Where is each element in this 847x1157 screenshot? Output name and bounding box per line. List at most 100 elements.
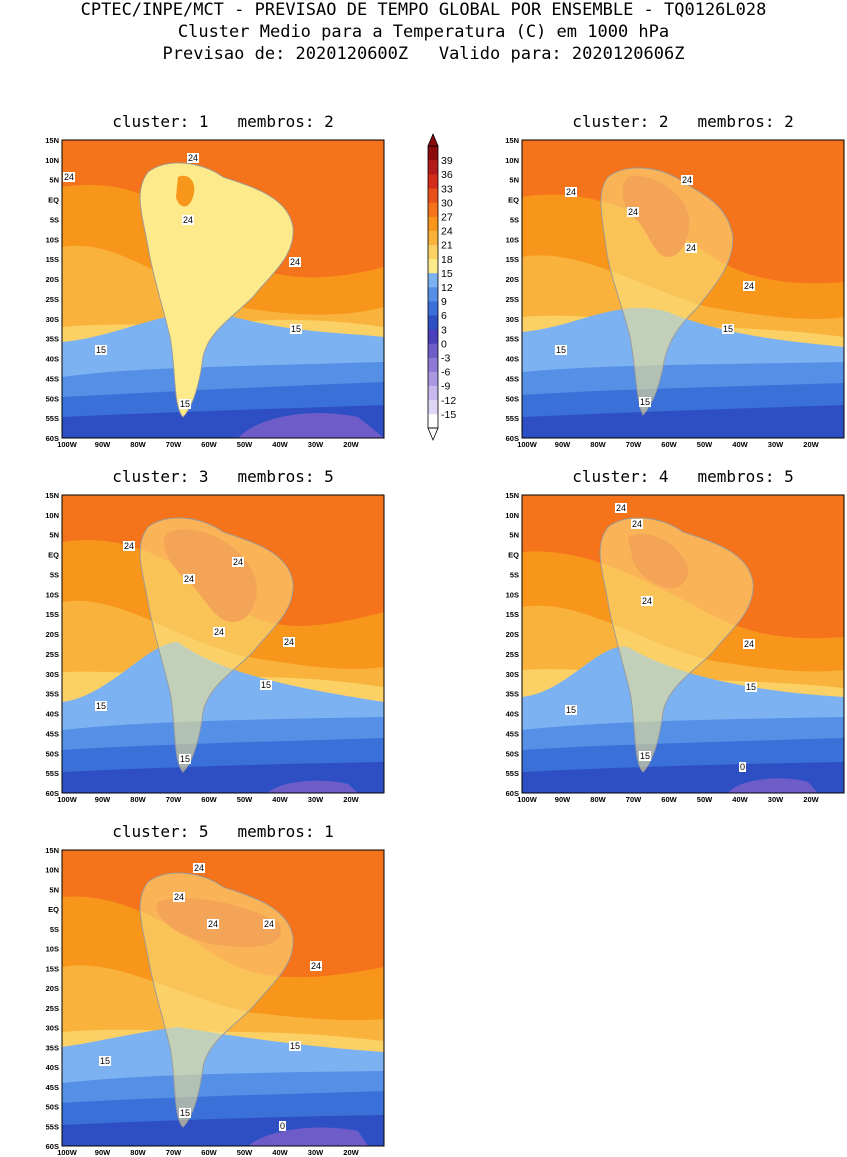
contour-label: 24 <box>124 541 134 551</box>
colorbar-label: 15 <box>441 268 453 280</box>
contour-label: 24 <box>194 863 204 873</box>
lat-tick-label: 15S <box>46 610 59 619</box>
colorbar-swatch <box>428 160 438 175</box>
lat-tick-label: 15S <box>46 964 59 973</box>
lat-tick-label: 25S <box>46 295 59 304</box>
lat-tick-label: 50S <box>46 1103 59 1112</box>
contour-label: 24 <box>264 919 274 929</box>
contour-label: 24 <box>183 215 193 225</box>
lat-tick-label: 10S <box>506 235 519 244</box>
lat-tick-label: 60S <box>46 1142 59 1151</box>
lat-tick-label: 40S <box>506 710 519 719</box>
lon-tick-label: 60W <box>661 440 677 449</box>
colorbar-swatch <box>428 272 438 288</box>
contour-label: 24 <box>188 153 198 163</box>
lat-tick-label: EQ <box>508 196 519 205</box>
colorbar-label: -12 <box>441 395 456 407</box>
lat-tick-label: 40S <box>46 1063 59 1072</box>
colorbar-label: 3 <box>441 324 447 336</box>
lat-tick-label: EQ <box>48 196 59 205</box>
lon-tick-label: 90W <box>555 440 571 449</box>
lat-tick-label: 10N <box>505 511 519 520</box>
lat-tick-label: 15S <box>506 610 519 619</box>
lat-tick-label: EQ <box>48 551 59 560</box>
lat-tick-label: 60S <box>46 434 59 443</box>
lon-tick-label: 100W <box>517 440 538 449</box>
panel-5-title: cluster: 5 membros: 1 <box>112 822 334 841</box>
lon-tick-label: 90W <box>555 795 571 804</box>
lat-tick-label: 10S <box>506 590 519 599</box>
contour-label: 15 <box>180 399 190 409</box>
colorbar-max-arrow <box>427 132 439 147</box>
colorbar-swatch <box>428 413 438 429</box>
contour-label: 15 <box>96 701 106 711</box>
contour-label: 24 <box>628 207 638 217</box>
lat-tick-label: 55S <box>506 414 519 423</box>
lon-tick-label: 60W <box>201 1148 217 1157</box>
contour-label: 15 <box>290 1041 300 1051</box>
lat-tick-label: 30S <box>506 315 519 324</box>
lat-tick-label: 35S <box>46 690 59 699</box>
contour-label: 24 <box>208 919 218 929</box>
contour-label: 24 <box>566 187 576 197</box>
lon-tick-label: 30W <box>308 795 324 804</box>
lat-tick-label: 45S <box>506 374 519 383</box>
lon-tick-label: 30W <box>768 795 784 804</box>
panel-3-map: 24 24 24 24 24 15 15 15 15N 10N 5N EQ 5S 10S 1… <box>45 491 385 804</box>
lon-tick-label: 30W <box>768 440 784 449</box>
lat-tick-label: 35S <box>46 1043 59 1052</box>
lon-tick-label: 80W <box>130 795 146 804</box>
lon-tick-label: 90W <box>95 1148 111 1157</box>
contour-label: 24 <box>290 257 300 267</box>
colorbar-label: -9 <box>441 381 450 393</box>
lat-tick-label: 60S <box>506 789 519 798</box>
lat-tick-label: 5N <box>509 176 519 185</box>
colorbar-label: 36 <box>441 169 453 181</box>
lat-tick-label: 30S <box>46 1024 59 1033</box>
contour-label: 15 <box>261 680 271 690</box>
panel-4-title: cluster: 4 membros: 5 <box>572 467 794 486</box>
colorbar-swatch <box>428 244 438 260</box>
lon-tick-label: 60W <box>201 795 217 804</box>
lon-tick-label: 100W <box>57 795 78 804</box>
colorbar-swatch <box>428 202 438 217</box>
contour-label: 24 <box>184 574 194 584</box>
lat-tick-label: 5S <box>50 570 59 579</box>
lat-tick-label: 10N <box>45 156 59 165</box>
colorbar-label: -3 <box>441 353 450 365</box>
colorbar-swatch <box>428 216 438 231</box>
lat-tick-label: 10S <box>46 590 59 599</box>
colorbar-swatch <box>428 399 438 415</box>
contour-label: 0 <box>740 762 745 772</box>
lat-tick-label: 10S <box>46 235 59 244</box>
lon-tick-label: 40W <box>272 795 288 804</box>
colorbar-label: 18 <box>441 254 453 266</box>
lat-tick-label: 50S <box>506 749 519 758</box>
lat-tick-label: 55S <box>46 769 59 778</box>
lat-tick-label: 20S <box>46 630 59 639</box>
lon-tick-label: 60W <box>201 440 217 449</box>
lon-tick-label: 70W <box>166 440 182 449</box>
colorbar-swatch <box>428 188 438 203</box>
lat-tick-label: 15N <box>45 491 59 500</box>
lat-tick-label: 5N <box>49 885 59 894</box>
lat-tick-label: 50S <box>506 394 519 403</box>
lat-tick-label: 30S <box>46 315 59 324</box>
lat-tick-label: 5S <box>50 925 59 934</box>
lat-tick-label: 45S <box>46 1083 59 1092</box>
lat-tick-label: 50S <box>46 394 59 403</box>
lon-tick-label: 80W <box>130 440 146 449</box>
lon-tick-label: 80W <box>590 440 606 449</box>
lon-tick-label: 50W <box>237 1148 253 1157</box>
colorbar-swatch <box>428 301 438 316</box>
lat-tick-label: 35S <box>506 690 519 699</box>
lon-tick-label: 60W <box>661 795 677 804</box>
colorbar-label: 12 <box>441 282 453 294</box>
colorbar-swatch <box>428 357 438 372</box>
lon-tick-label: 70W <box>166 795 182 804</box>
contour-label: 24 <box>682 175 692 185</box>
lon-tick-label: 100W <box>57 1148 78 1157</box>
lat-tick-label: 15S <box>506 255 519 264</box>
header-line-2: Cluster Medio para a Temperatura (C) em … <box>177 22 670 42</box>
colorbar-label: 24 <box>441 226 453 238</box>
